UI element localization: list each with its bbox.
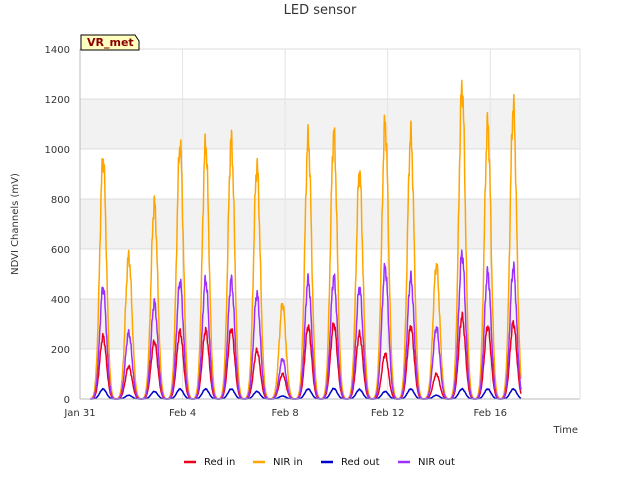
legend-label: Red out [341, 457, 380, 468]
x-tick-label: Jan 31 [63, 408, 95, 419]
y-axis-title: NDVI Channels (mV) [10, 173, 21, 275]
legend-item: NIR in [253, 457, 303, 468]
y-tick-label: 1200 [45, 95, 70, 106]
legend-item: Red in [184, 457, 235, 468]
y-tick-label: 400 [51, 295, 70, 306]
x-tick-labels: Jan 31 Feb 4 Feb 8 Feb 12 Feb 16 [63, 408, 507, 419]
y-tick-label: 200 [51, 345, 70, 356]
x-axis-title: Time [553, 425, 578, 436]
legend: Red in NIR in Red out NIR out [184, 457, 455, 468]
legend-label: NIR in [273, 457, 303, 468]
legend-item: Red out [321, 457, 380, 468]
y-tick-label: 1000 [45, 145, 70, 156]
axes [79, 49, 581, 400]
site-badge: VR_met [80, 34, 140, 51]
x-tick-label: Feb 4 [169, 408, 196, 419]
legend-label: NIR out [418, 457, 455, 468]
legend-item: NIR out [398, 457, 455, 468]
y-tick-labels: 0 200 400 600 800 1000 1200 1400 [45, 45, 70, 406]
x-tick-label: Feb 8 [272, 408, 299, 419]
badge-label: VR_met [87, 36, 134, 49]
badge-box [80, 34, 140, 51]
y-tick-label: 800 [51, 195, 70, 206]
y-tick-label: 600 [51, 245, 70, 256]
chart-title: LED sensor [284, 3, 357, 18]
y-tick-label: 0 [64, 395, 70, 406]
x-tick-label: Feb 12 [371, 408, 405, 419]
x-tick-label: Feb 16 [473, 408, 507, 419]
y-tick-label: 1400 [45, 45, 70, 56]
background-band [80, 99, 580, 149]
legend-label: Red in [204, 457, 235, 468]
